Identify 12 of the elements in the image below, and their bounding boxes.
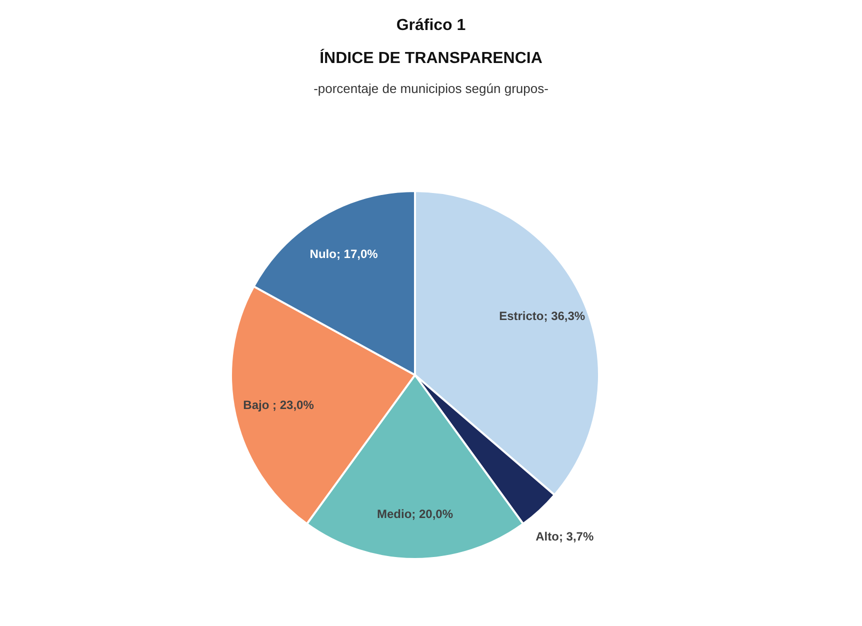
slice-label: Estricto xyxy=(499,308,544,323)
slice-label: Nulo xyxy=(310,246,336,261)
chart-subtitle: -porcentaje de municipios según grupos- xyxy=(314,80,548,98)
data-label: ; 3,7% xyxy=(558,530,594,544)
chart-title: Gráfico 1 ÍNDICE DE TRANSPARENCIA xyxy=(320,16,542,69)
data-label: ; 23,0% xyxy=(272,398,314,412)
slice-label: Bajo xyxy=(243,398,273,412)
data-label: ; 36,3% xyxy=(544,308,586,323)
slice-label: Medio xyxy=(376,507,412,522)
slice-label: Alto xyxy=(536,530,559,544)
data-label: ; 17,0% xyxy=(336,246,378,261)
data-label: ; 20,0% xyxy=(412,507,454,522)
